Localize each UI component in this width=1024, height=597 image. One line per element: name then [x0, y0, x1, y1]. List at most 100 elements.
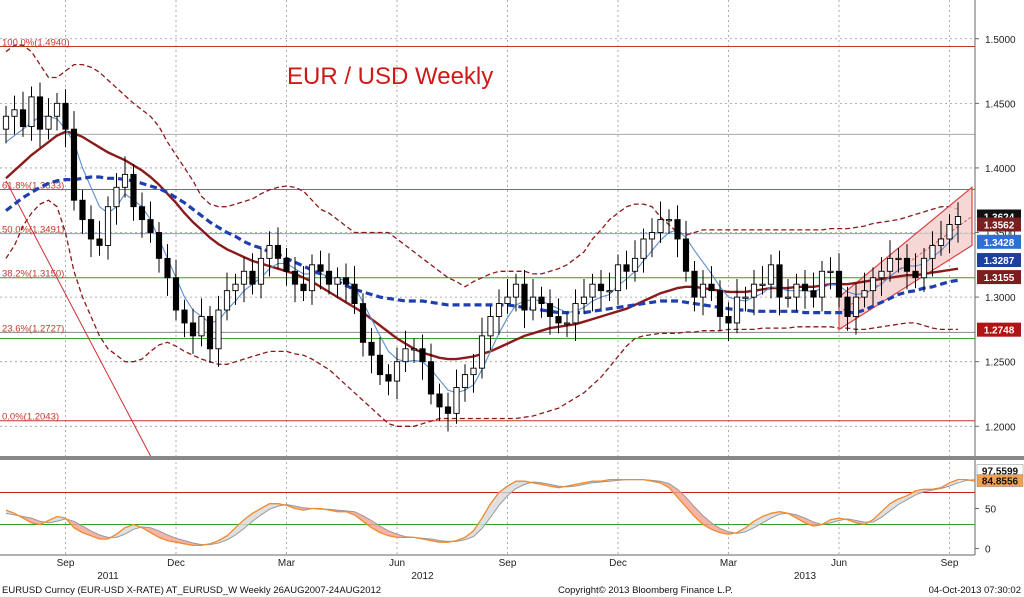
candle-body	[444, 406, 452, 414]
oscillator-fill	[677, 489, 686, 507]
candle-body	[104, 206, 112, 246]
candle-body	[572, 303, 579, 324]
candle-body	[45, 115, 52, 130]
oscillator-fill	[890, 498, 899, 511]
candle-body	[283, 257, 290, 272]
candle-body	[529, 296, 537, 311]
candle-body	[767, 264, 775, 285]
candle-body	[869, 277, 877, 292]
candle-body	[257, 257, 265, 285]
candle-body	[300, 283, 307, 292]
candle-body	[793, 283, 800, 298]
candle-body	[835, 270, 843, 298]
envelope-bands	[5, 44, 959, 427]
candle-body	[215, 309, 222, 350]
candle-body	[776, 264, 783, 298]
candle-body	[393, 361, 401, 382]
price-tag-label: 1.2748	[984, 326, 1015, 337]
candle-body	[2, 115, 10, 130]
year-label: 2011	[97, 571, 119, 582]
footer-left: EURUSD Curncy (EUR-USD X-RATE) AT_EURUSD…	[2, 585, 381, 596]
candle-body	[113, 186, 120, 208]
oscillator-fill	[371, 520, 380, 533]
fib-label: 0.0%(1.2043)	[2, 412, 59, 423]
candle-body	[325, 270, 333, 285]
oscillator-fill	[108, 534, 117, 539]
price-tag-box	[977, 253, 1021, 268]
oscillator-fill	[694, 506, 703, 525]
candle-body	[308, 264, 316, 292]
price-tag-label: 1.3428	[984, 238, 1015, 249]
candle-body	[920, 257, 928, 279]
price-tick-label: 1.4500	[985, 99, 1016, 110]
candle-body	[716, 290, 724, 317]
gridlines	[0, 0, 975, 555]
oscillator-fill	[82, 526, 91, 536]
price-tag-label: 1.3562	[984, 221, 1015, 232]
candle-body	[419, 348, 426, 363]
candle-body	[334, 277, 341, 285]
month-label: Jun	[389, 558, 405, 569]
oscillator-fill	[57, 516, 66, 522]
oscillator-fill	[473, 518, 482, 537]
candle-body	[478, 335, 486, 369]
oscillator-fill	[363, 515, 372, 528]
candle-body	[665, 219, 673, 222]
fib-label: 100.0%(1.4940)	[2, 38, 70, 49]
candle-body	[11, 109, 18, 117]
candle-body	[181, 309, 188, 324]
candle-body	[155, 232, 163, 259]
candle-body	[189, 322, 197, 337]
candle-body	[648, 232, 656, 240]
candle-body	[198, 316, 205, 337]
candle-body	[206, 316, 214, 350]
month-label: Mar	[278, 558, 296, 569]
month-label: Sep	[499, 558, 517, 569]
oscillator-fill	[516, 481, 525, 489]
candle-body	[818, 270, 826, 298]
candle-body	[750, 283, 758, 298]
candle-body	[453, 387, 460, 414]
candle-body	[512, 283, 520, 298]
price-tick-label: 1.3000	[985, 293, 1016, 304]
osc-tick-label: 0	[985, 545, 991, 556]
candle-body	[555, 316, 562, 324]
oscillator-fill	[269, 503, 278, 510]
oscillator-fill	[499, 486, 508, 506]
oscillator-fill	[184, 540, 193, 546]
candle-body	[563, 322, 571, 325]
band-lower-line	[5, 199, 958, 427]
candle-body	[164, 257, 171, 279]
candle-body	[810, 290, 817, 298]
candle-body	[708, 283, 715, 292]
candle-body	[19, 109, 27, 128]
candlesticks	[2, 82, 962, 432]
candle-body	[53, 102, 61, 117]
candle-body	[87, 219, 95, 240]
oscillator-fill	[703, 515, 712, 530]
oscillator-fill	[227, 527, 236, 540]
oscillator-fill	[91, 530, 100, 539]
candle-body	[79, 199, 86, 221]
ma-dashed-line	[5, 175, 959, 315]
candle-body	[36, 96, 44, 130]
month-label: Dec	[609, 558, 627, 569]
candle-body	[640, 238, 647, 259]
candle-body	[96, 238, 103, 246]
price-tag-box	[977, 217, 1021, 232]
candle-body	[62, 102, 69, 130]
oscillator-fill	[949, 479, 958, 487]
candle-body	[138, 206, 146, 221]
candle-body	[912, 270, 919, 279]
fib-label: 50.0%(1.3491)	[2, 225, 64, 236]
oscillator-fill	[244, 513, 253, 529]
oscillator-fill	[116, 527, 125, 538]
candle-body	[759, 283, 766, 286]
candle-body	[130, 173, 137, 208]
candle-body	[606, 290, 613, 293]
price-tick-label: 1.2000	[985, 422, 1016, 433]
oscillator-fill	[490, 492, 499, 518]
candle-body	[784, 296, 792, 299]
month-label: Jun	[831, 558, 847, 569]
oscillator-fill	[805, 518, 814, 527]
